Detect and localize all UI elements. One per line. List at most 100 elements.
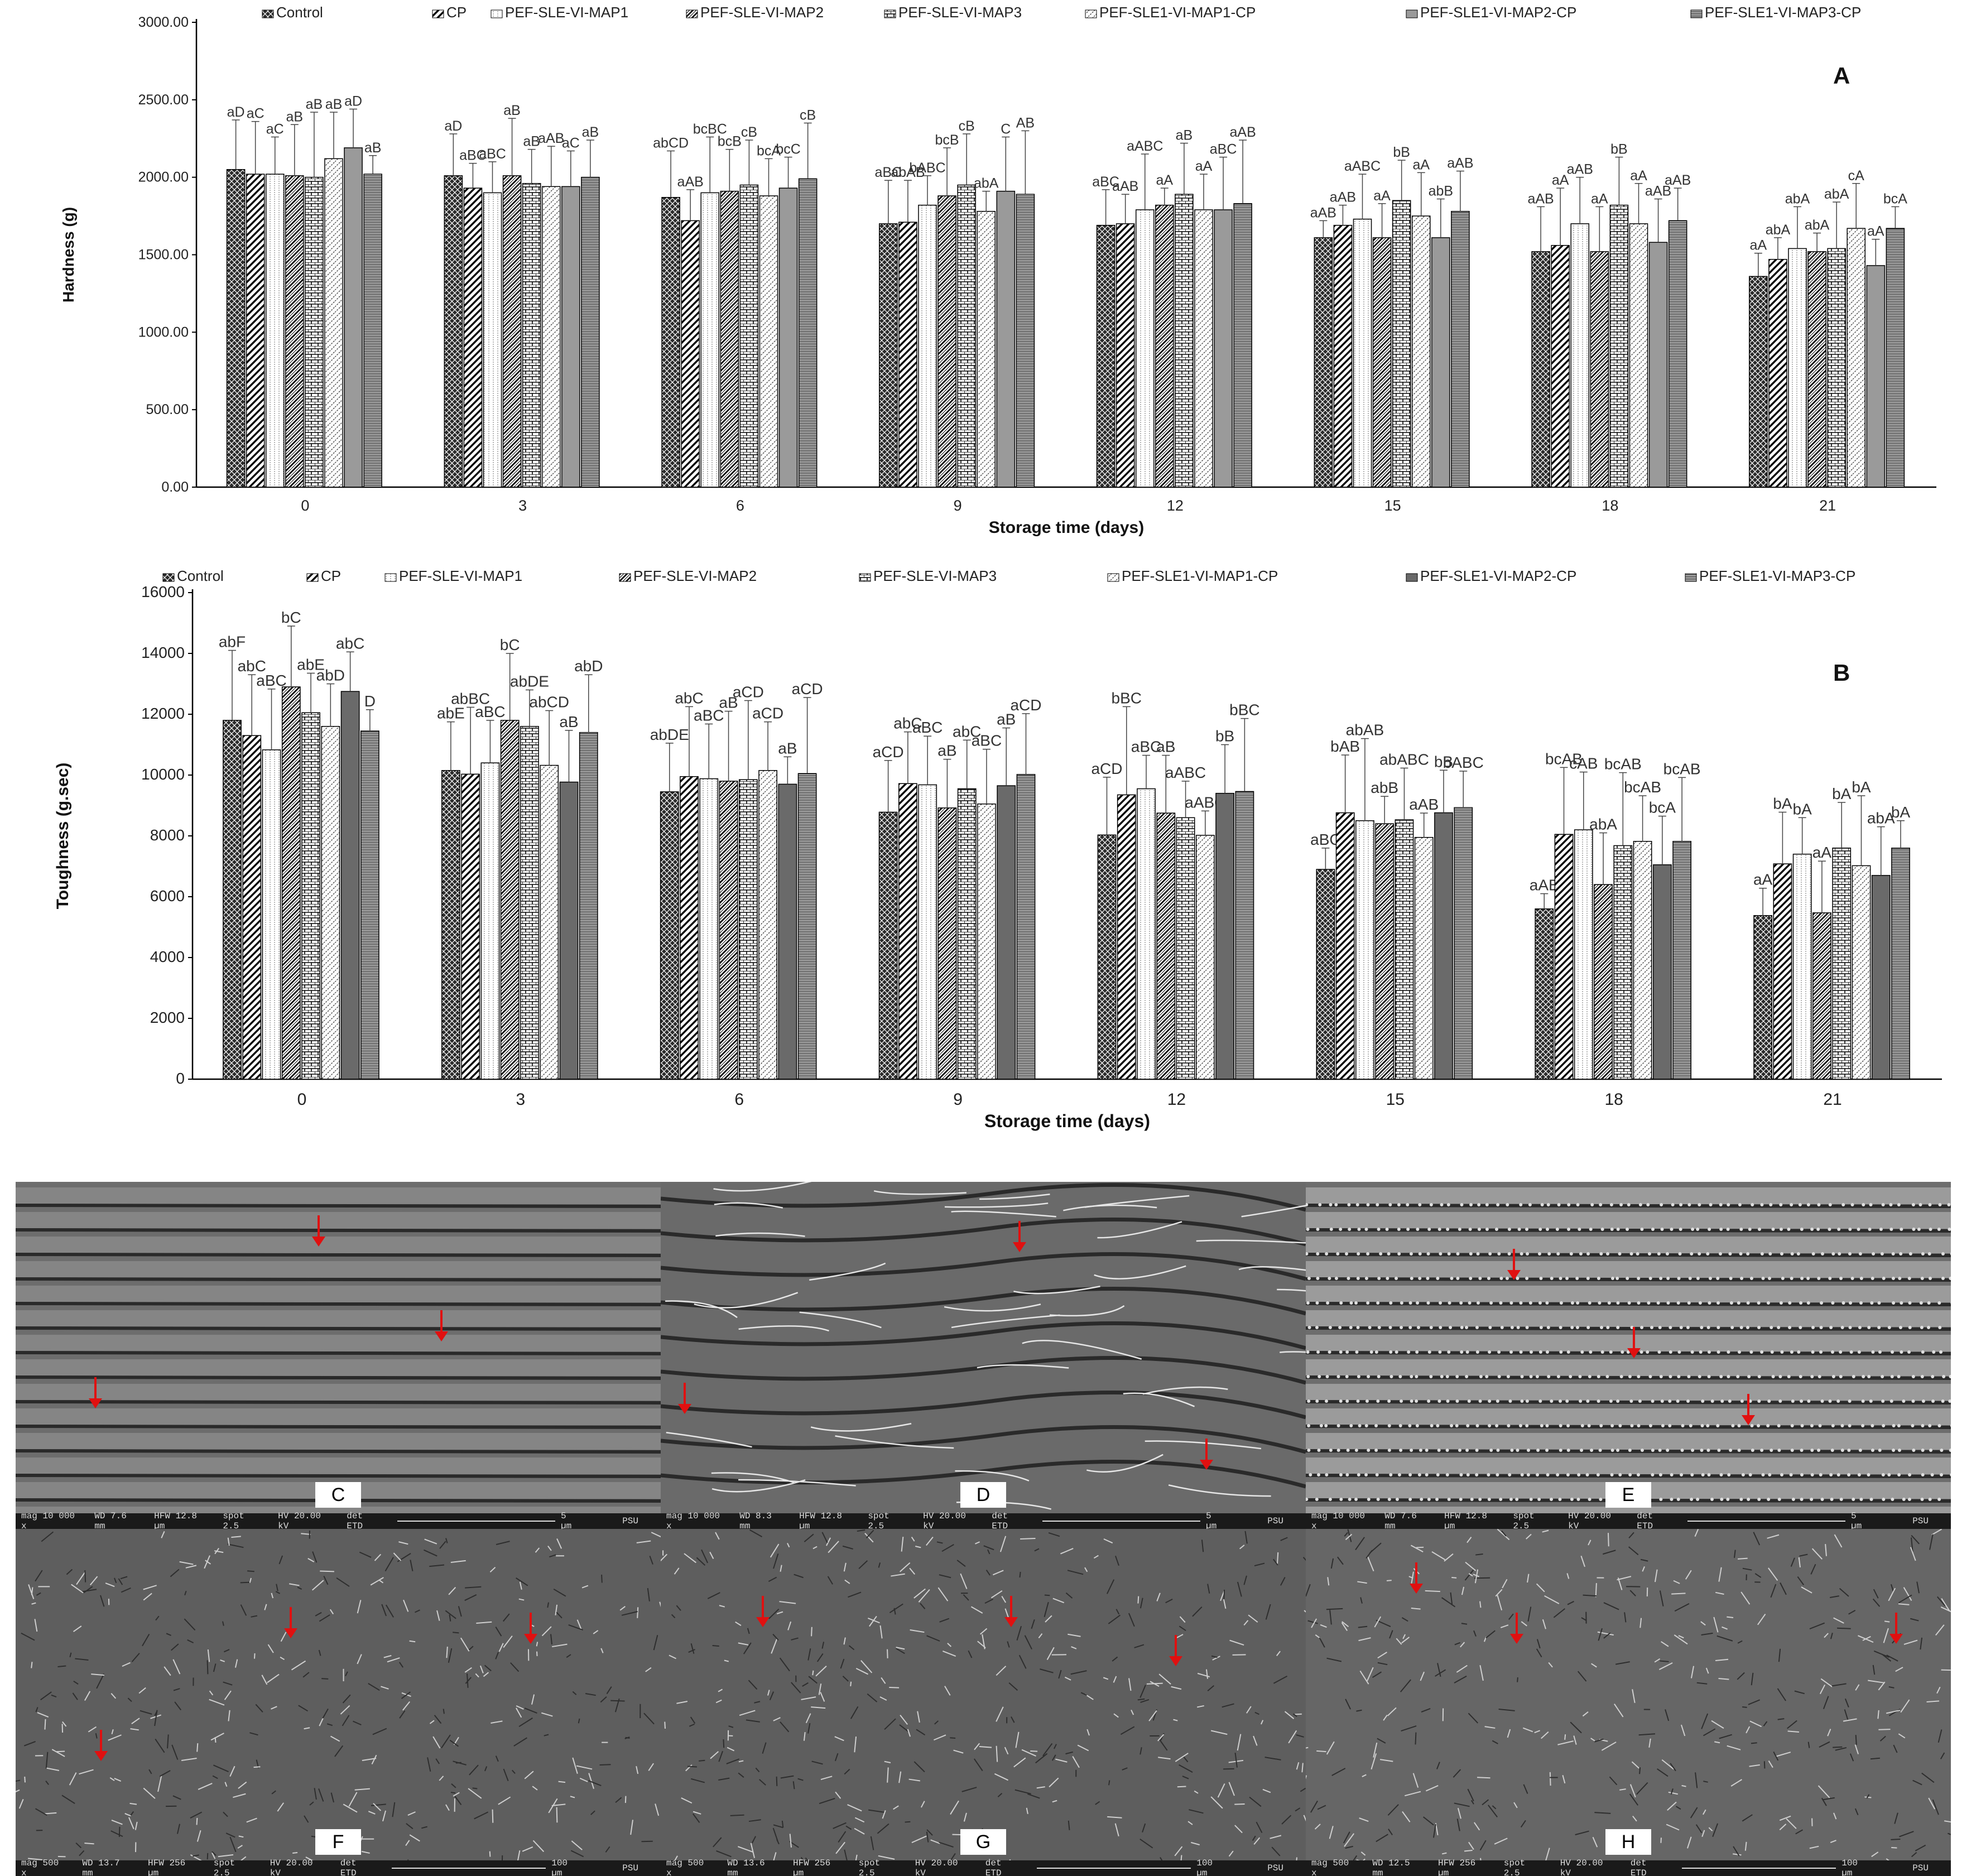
legend-swatch: [491, 10, 502, 18]
sem-spot: spot 2.5: [223, 1511, 259, 1529]
red-arrow-icon: [1018, 1221, 1021, 1252]
bar: [1393, 200, 1411, 487]
bar: [1754, 916, 1772, 1079]
bar: [701, 193, 719, 487]
red-arrow-icon: [440, 1310, 443, 1341]
bar: [442, 771, 460, 1079]
data-label: abABC: [1379, 751, 1429, 768]
data-label: bcA: [1649, 799, 1676, 816]
data-label: aA: [1867, 224, 1884, 239]
y-axis-title: Toughness (g.sec): [54, 763, 72, 910]
bar: [879, 812, 897, 1079]
data-label: bA: [1832, 785, 1852, 802]
red-arrow-icon: [1009, 1596, 1013, 1627]
y-tick-label: 2000.00: [138, 170, 189, 185]
bar: [1808, 252, 1826, 487]
sem-image: [1306, 1182, 1951, 1513]
data-label: C: [1001, 121, 1011, 137]
bar: [341, 691, 359, 1079]
bar: [302, 713, 320, 1079]
bar: [978, 804, 996, 1079]
y-tick-label: 14000: [141, 644, 185, 661]
y-tick-label: 10000: [141, 766, 185, 783]
bar: [282, 687, 300, 1079]
y-tick-label: 0: [176, 1070, 185, 1087]
red-arrow-icon: [94, 1377, 97, 1408]
red-arrow-icon: [1205, 1439, 1208, 1470]
data-label: bAB: [1330, 738, 1360, 755]
data-label: abB: [1429, 184, 1453, 199]
data-label: D: [364, 692, 376, 710]
bar: [1353, 219, 1371, 487]
data-label: abDE: [510, 672, 549, 690]
sem-image: [661, 1529, 1306, 1860]
legend-label: PEF-SLE-VI-MAP1: [399, 567, 522, 584]
data-label: bABC: [1443, 754, 1484, 771]
data-label: abA: [1766, 222, 1791, 238]
x-tick-label: 12: [1167, 497, 1184, 514]
red-arrow-icon: [683, 1383, 686, 1414]
legend-swatch: [1406, 574, 1417, 581]
data-label: abAB: [1346, 721, 1384, 739]
data-label: aC: [266, 121, 284, 137]
bar: [780, 188, 797, 487]
legend-label: PEF-SLE1-VI-MAP3-CP: [1699, 567, 1855, 584]
legend-label: PEF-SLE-VI-MAP3: [898, 4, 1022, 21]
panel-label: A: [1833, 62, 1850, 89]
data-label: abA: [1824, 186, 1849, 202]
bar: [581, 177, 599, 487]
data-label: abA: [1589, 816, 1617, 833]
legend-swatch: [686, 10, 698, 18]
red-arrow-icon: [1512, 1249, 1516, 1280]
sem-lab: PSU: [1267, 1863, 1283, 1873]
x-tick-label: 12: [1167, 1090, 1186, 1109]
bar: [997, 191, 1014, 487]
y-tick-label: 6000: [150, 887, 185, 905]
red-arrow-icon: [289, 1607, 292, 1638]
legend-label: PEF-SLE1-VI-MAP3-CP: [1705, 4, 1861, 21]
data-label: aAB: [1665, 172, 1691, 188]
sem-mag: mag 10 000 x: [1311, 1511, 1365, 1529]
data-label: aAB: [1112, 179, 1138, 194]
legend-swatch: [307, 574, 318, 581]
sem-hv: HV 20.00 kV: [270, 1858, 321, 1876]
bar: [521, 727, 538, 1079]
bar: [1535, 909, 1553, 1079]
sem-hfw: HFW 256 µm: [148, 1858, 195, 1876]
data-label: aAB: [1330, 190, 1356, 205]
data-label: aA: [1630, 168, 1647, 184]
bar: [899, 222, 917, 487]
red-arrow-icon: [761, 1596, 764, 1627]
bar: [1157, 813, 1175, 1079]
sem-lab: PSU: [622, 1516, 638, 1526]
bar: [1828, 248, 1845, 487]
bar: [481, 763, 499, 1079]
data-label: bcB: [718, 134, 742, 150]
sem-scale-bar: 5 µm: [1042, 1511, 1226, 1529]
red-arrow-icon: [1895, 1613, 1898, 1644]
bar: [977, 211, 995, 487]
legend-swatch: [262, 10, 273, 18]
bar: [1234, 204, 1252, 487]
legend-swatch: [1108, 574, 1119, 581]
red-arrow-icon: [99, 1730, 103, 1761]
bar: [997, 786, 1015, 1079]
bar: [798, 773, 816, 1079]
data-label: aBC: [912, 719, 943, 736]
x-tick-label: 15: [1386, 1090, 1405, 1109]
bar: [1794, 854, 1811, 1079]
bar: [681, 220, 699, 487]
bar: [719, 781, 737, 1079]
sem-spot: spot 2.5: [859, 1858, 896, 1876]
sem-hv: HV 20.00 kV: [1560, 1858, 1612, 1876]
bar: [1669, 220, 1687, 487]
bar: [501, 720, 519, 1079]
data-label: bA: [1891, 804, 1911, 821]
legend-swatch: [859, 574, 871, 581]
